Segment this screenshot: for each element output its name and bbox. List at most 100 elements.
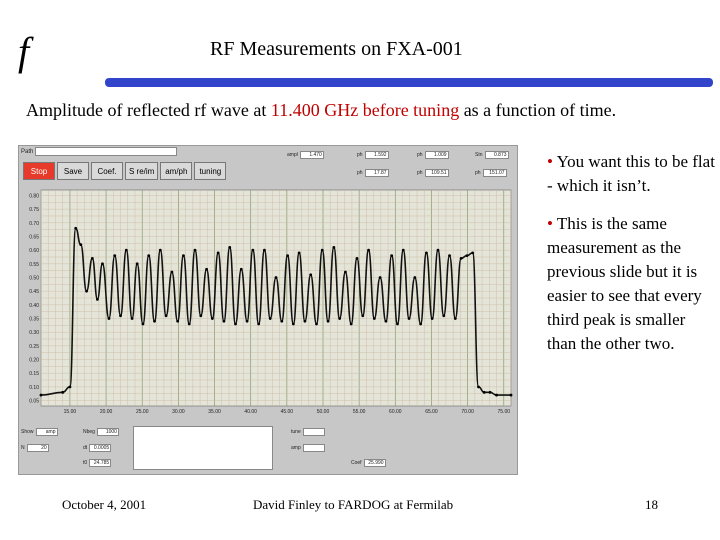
data-point <box>320 248 324 252</box>
data-point <box>147 254 151 258</box>
tune-control[interactable]: tune <box>291 428 325 436</box>
data-point <box>367 248 370 252</box>
data-point <box>274 276 278 279</box>
data-point <box>401 248 405 252</box>
save-button[interactable]: Save <box>57 162 89 180</box>
control-ph-2[interactable]: ph 1.009 <box>417 151 449 159</box>
control-ph-1[interactable]: ph 1.592 <box>357 151 389 159</box>
amp-control[interactable]: amp <box>291 444 325 452</box>
data-point <box>309 273 313 277</box>
control-ph-4[interactable]: ph 109.51 <box>417 169 449 177</box>
data-point <box>170 270 174 274</box>
footer-date: October 4, 2001 <box>62 497 147 512</box>
data-point <box>101 262 104 266</box>
path-input[interactable] <box>35 147 178 156</box>
y-tick-label: 0.30 <box>29 330 39 336</box>
t0-control[interactable]: t0 24.785 <box>83 459 112 467</box>
data-point <box>396 322 399 326</box>
data-point <box>413 276 417 279</box>
x-tick-label: 25.00 <box>136 409 149 415</box>
control-label: ph <box>475 170 481 176</box>
control-label: ampl <box>287 152 298 158</box>
y-tick-label: 0.05 <box>29 399 39 405</box>
mini-value: 1000 <box>96 428 119 436</box>
path-bar: Path <box>21 147 221 156</box>
control-stn[interactable]: Stn 0.873 <box>475 151 509 159</box>
subtitle-before-tuning: before tuning <box>362 100 460 120</box>
x-tick-label: 75.00 <box>498 409 511 415</box>
mini-label: dt <box>83 445 88 451</box>
y-tick-label: 0.25 <box>29 344 39 350</box>
data-point <box>280 319 284 323</box>
control-ph-5[interactable]: ph 151.07 <box>475 169 507 177</box>
data-point <box>303 319 307 323</box>
coef-button[interactable]: Coef. <box>91 162 123 180</box>
subtitle-part3: as a function of time. <box>459 100 617 120</box>
n-control[interactable]: N 20 <box>21 444 49 452</box>
data-point <box>488 390 492 394</box>
data-point <box>187 322 191 326</box>
control-value: 1.592 <box>364 151 389 159</box>
x-tick-label: 55.00 <box>353 409 366 415</box>
control-label: ph <box>417 170 423 176</box>
control-value: 1.470 <box>299 151 324 159</box>
data-point <box>291 322 295 326</box>
data-point <box>228 246 232 249</box>
data-point <box>407 317 411 320</box>
data-point <box>509 393 513 397</box>
data-point <box>199 314 203 318</box>
data-point <box>210 317 214 320</box>
data-point <box>135 262 139 266</box>
slide-title: RF Measurements on FXA-001 <box>210 38 463 60</box>
data-point <box>326 319 330 323</box>
tuning-button[interactable]: tuning <box>194 162 227 180</box>
show-selector[interactable]: Show amp <box>21 428 58 436</box>
control-ph-3[interactable]: ph 17.87 <box>357 169 389 177</box>
amplitude-chart: 0.80 0.75 0.70 0.65 0.60 0.55 0.50 0.45 0.40 0.35… <box>29 189 513 415</box>
y-tick-label: 0.65 <box>29 234 39 240</box>
data-point <box>68 385 72 389</box>
dt-control[interactable]: dt 0.0005 <box>83 444 112 452</box>
data-point <box>193 248 197 252</box>
data-point <box>153 319 156 323</box>
data-point <box>268 317 272 320</box>
bullet-item: • You want this to be flat - which it is… <box>547 150 717 198</box>
mini-value: 20 <box>26 444 49 452</box>
y-tick-label: 0.75 <box>29 207 39 213</box>
data-point <box>234 322 237 326</box>
data-point <box>378 276 382 279</box>
y-tick-label: 0.55 <box>29 262 39 268</box>
data-point <box>442 314 446 318</box>
data-point <box>96 297 99 301</box>
data-point <box>79 243 83 247</box>
x-tick-label: 15.00 <box>64 409 77 415</box>
stop-button[interactable]: Stop <box>23 162 55 180</box>
mini-label: tune <box>291 429 301 435</box>
data-point <box>384 319 388 323</box>
panel-controls: ampl 1.470 ph 1.592 ph 1.009 Stn 0.873 ph 17.… <box>209 149 515 183</box>
control-label: Stn <box>475 152 483 158</box>
data-point <box>419 322 423 326</box>
coef-control[interactable]: Coef 25.990 <box>351 459 386 467</box>
am-ph-button[interactable]: am/ph <box>160 162 193 180</box>
status-text-box <box>133 426 273 470</box>
data-point <box>465 254 469 258</box>
data-point <box>257 322 261 326</box>
labview-panel: Path Stop Save Coef. S re/im am/ph tunin… <box>18 145 518 475</box>
control-ampl[interactable]: ampl 1.470 <box>287 151 324 159</box>
x-tick-label: 45.00 <box>281 409 294 415</box>
s-re-im-button[interactable]: S re/im <box>125 162 159 180</box>
data-point <box>130 317 134 320</box>
nbeg-control[interactable]: Nbeg 1000 <box>83 428 119 436</box>
x-tick-label: 60.00 <box>389 409 402 415</box>
mini-label: Nbeg <box>83 429 95 435</box>
data-point <box>390 254 394 258</box>
x-tick-label: 40.00 <box>244 409 257 415</box>
panel-button-row: Stop Save Coef. S re/im am/ph tuning <box>23 162 227 180</box>
x-tick-label: 20.00 <box>100 409 113 415</box>
y-tick-label: 0.20 <box>29 358 39 364</box>
x-tick-label: 65.00 <box>425 409 438 415</box>
fermilab-logo: f <box>18 29 30 74</box>
y-tick-label: 0.35 <box>29 317 39 323</box>
y-tick-label: 0.60 <box>29 248 39 254</box>
